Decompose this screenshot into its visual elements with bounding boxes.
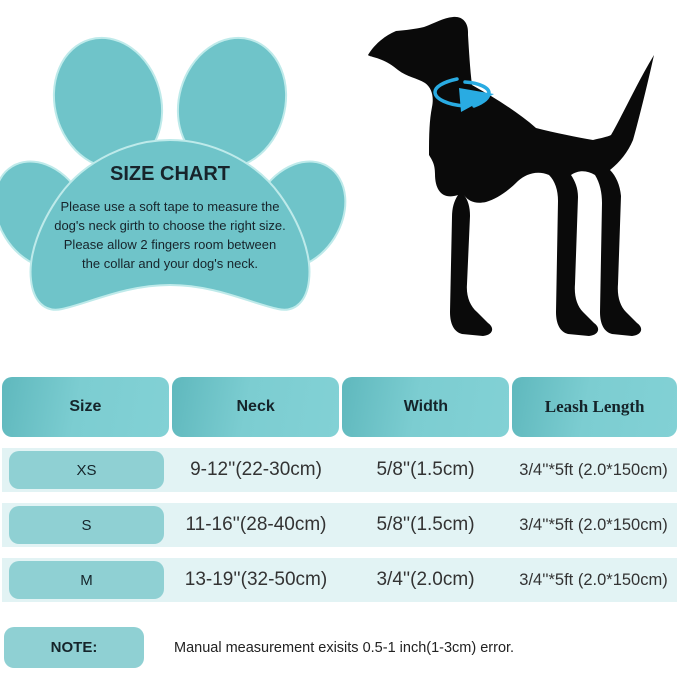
svg-text:dog's neck girth to choose the: dog's neck girth to choose the right siz… xyxy=(54,218,286,233)
svg-text:the collar and your dog's neck: the collar and your dog's neck. xyxy=(82,256,258,271)
svg-text:Please use a soft tape to meas: Please use a soft tape to measure the xyxy=(61,199,280,214)
svg-text:SIZE CHART: SIZE CHART xyxy=(110,163,230,185)
svg-text:Please allow 2 fingers room be: Please allow 2 fingers room between xyxy=(64,237,276,252)
